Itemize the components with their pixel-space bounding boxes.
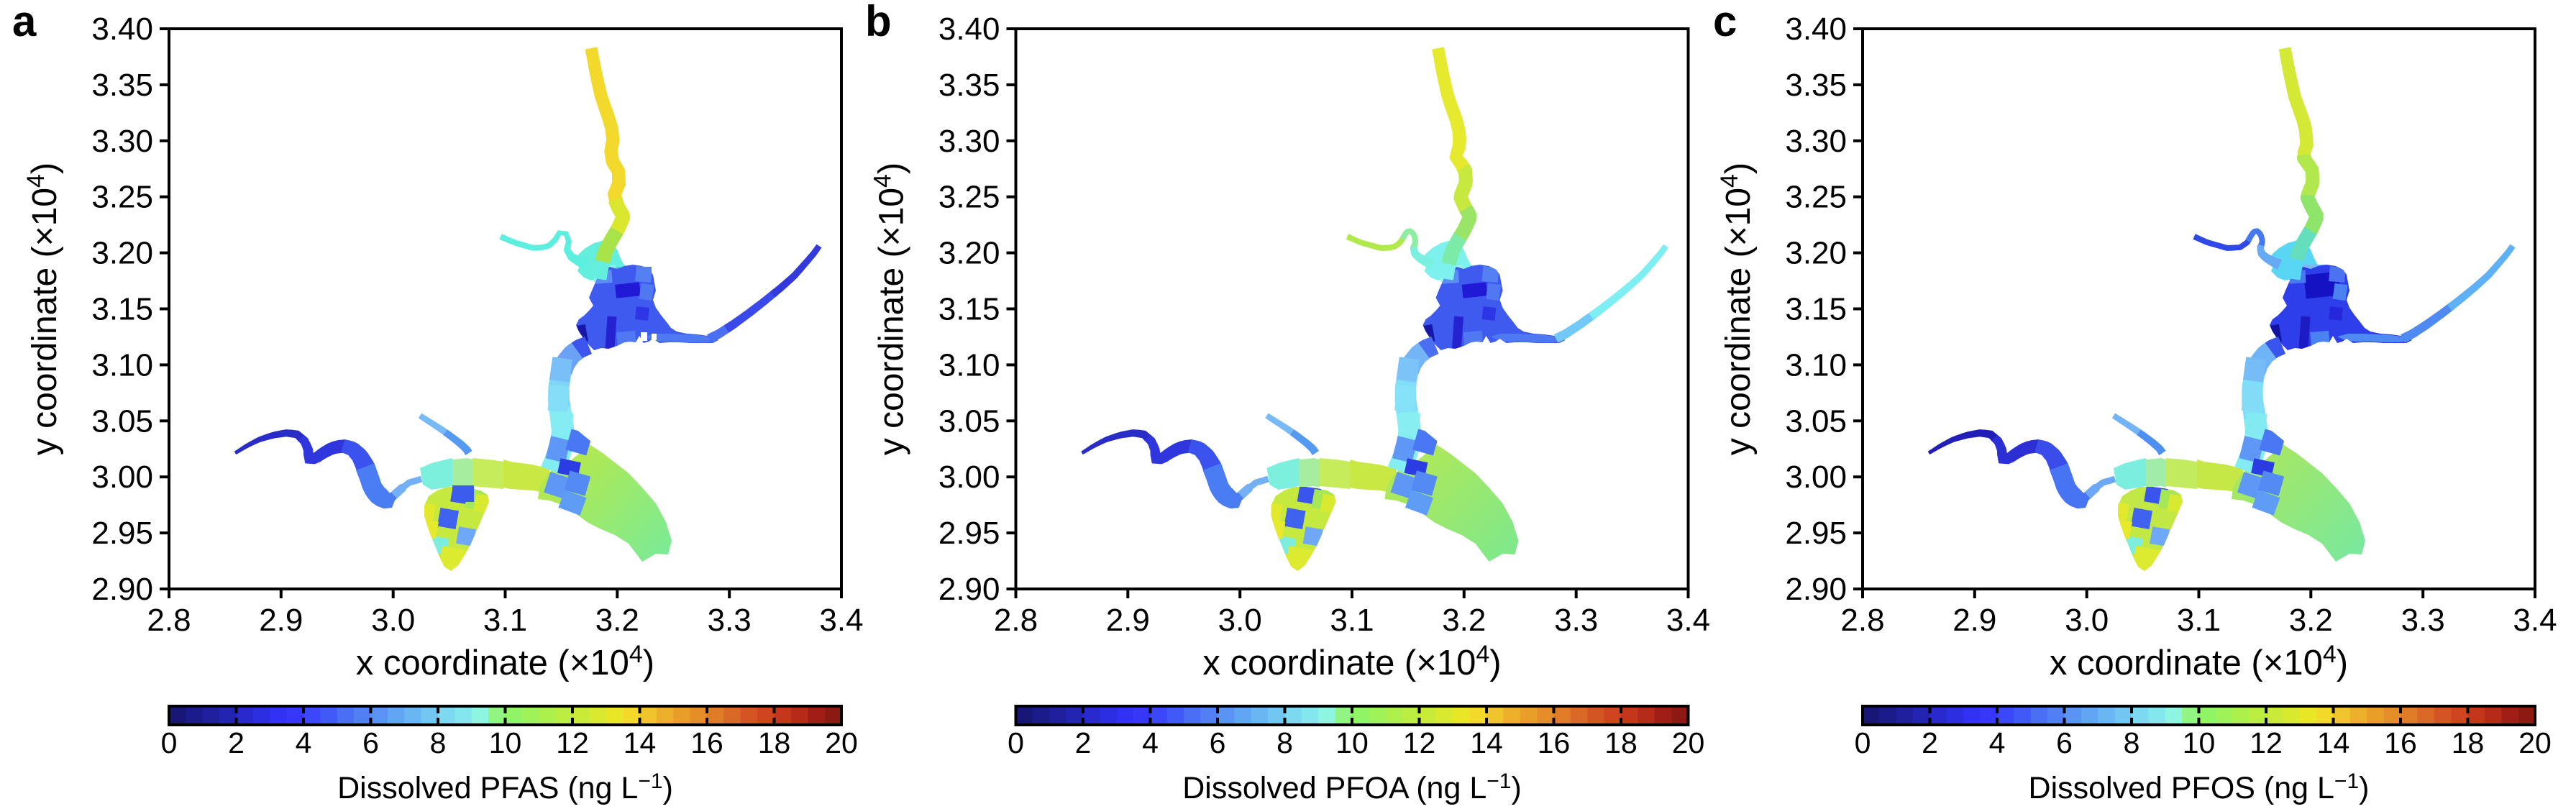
svg-text:3.4: 3.4 bbox=[2513, 603, 2557, 638]
svg-text:Dissolved PFOS (ng L−1): Dissolved PFOS (ng L−1) bbox=[2029, 769, 2370, 805]
svg-text:3.10: 3.10 bbox=[91, 347, 153, 383]
svg-text:20: 20 bbox=[1672, 726, 1705, 759]
svg-text:y coordinate (×104): y coordinate (×104) bbox=[1716, 163, 1758, 455]
svg-text:3.30: 3.30 bbox=[1785, 124, 1847, 159]
svg-text:3.05: 3.05 bbox=[91, 403, 153, 439]
svg-text:3.40: 3.40 bbox=[1785, 12, 1847, 47]
svg-text:y coordinate (×104): y coordinate (×104) bbox=[869, 163, 911, 455]
svg-text:3.00: 3.00 bbox=[91, 460, 153, 495]
svg-text:4: 4 bbox=[1142, 726, 1159, 759]
svg-text:6: 6 bbox=[1210, 726, 1226, 759]
svg-text:2.8: 2.8 bbox=[994, 603, 1038, 638]
svg-text:3.0: 3.0 bbox=[371, 603, 415, 638]
svg-text:x coordinate (×104): x coordinate (×104) bbox=[2050, 641, 2348, 682]
svg-text:b: b bbox=[865, 0, 892, 45]
svg-text:12: 12 bbox=[1403, 726, 1436, 759]
svg-text:3.3: 3.3 bbox=[2401, 603, 2445, 638]
svg-text:2: 2 bbox=[1075, 726, 1092, 759]
svg-text:3.15: 3.15 bbox=[91, 292, 153, 327]
svg-text:18: 18 bbox=[1604, 726, 1638, 759]
svg-text:16: 16 bbox=[690, 726, 723, 759]
svg-text:4: 4 bbox=[296, 726, 312, 759]
svg-text:3.1: 3.1 bbox=[1330, 603, 1374, 638]
svg-text:2.9: 2.9 bbox=[259, 603, 303, 638]
svg-text:x coordinate (×104): x coordinate (×104) bbox=[356, 641, 654, 682]
svg-text:3.2: 3.2 bbox=[595, 603, 639, 638]
svg-text:8: 8 bbox=[2124, 726, 2140, 759]
svg-text:3.0: 3.0 bbox=[2065, 603, 2109, 638]
svg-text:Dissolved PFAS (ng L−1): Dissolved PFAS (ng L−1) bbox=[337, 769, 673, 805]
svg-text:3.25: 3.25 bbox=[1785, 180, 1847, 215]
svg-text:3.0: 3.0 bbox=[1218, 603, 1262, 638]
svg-text:3.20: 3.20 bbox=[938, 236, 1000, 271]
svg-text:3.10: 3.10 bbox=[1785, 347, 1847, 383]
svg-text:2.90: 2.90 bbox=[1785, 572, 1847, 607]
svg-text:14: 14 bbox=[624, 726, 657, 759]
svg-text:3.25: 3.25 bbox=[91, 180, 153, 215]
svg-text:2: 2 bbox=[228, 726, 245, 759]
svg-text:c: c bbox=[1713, 0, 1737, 45]
svg-text:3.40: 3.40 bbox=[91, 12, 153, 47]
svg-text:3.25: 3.25 bbox=[938, 180, 1000, 215]
svg-text:10: 10 bbox=[489, 726, 522, 759]
svg-text:10: 10 bbox=[2183, 726, 2216, 759]
svg-text:3.40: 3.40 bbox=[938, 12, 1000, 47]
svg-text:2.8: 2.8 bbox=[1840, 603, 1884, 638]
svg-text:3.35: 3.35 bbox=[938, 68, 1000, 103]
svg-text:3.1: 3.1 bbox=[483, 603, 527, 638]
svg-text:16: 16 bbox=[2384, 726, 2417, 759]
svg-text:3.30: 3.30 bbox=[91, 124, 153, 159]
svg-text:20: 20 bbox=[825, 726, 858, 759]
svg-text:3.05: 3.05 bbox=[938, 403, 1000, 439]
svg-text:14: 14 bbox=[1470, 726, 1503, 759]
svg-text:10: 10 bbox=[1335, 726, 1369, 759]
svg-text:3.2: 3.2 bbox=[2289, 603, 2333, 638]
svg-text:x coordinate (×104): x coordinate (×104) bbox=[1202, 641, 1501, 682]
svg-text:3.30: 3.30 bbox=[938, 124, 1000, 159]
svg-text:3.00: 3.00 bbox=[1785, 460, 1847, 495]
svg-text:3.05: 3.05 bbox=[1785, 403, 1847, 439]
svg-text:3.4: 3.4 bbox=[819, 603, 863, 638]
svg-text:0: 0 bbox=[1855, 726, 1871, 759]
svg-text:a: a bbox=[12, 0, 37, 45]
svg-text:8: 8 bbox=[1276, 726, 1293, 759]
svg-text:2.9: 2.9 bbox=[1952, 603, 1996, 638]
svg-text:3.1: 3.1 bbox=[2177, 603, 2221, 638]
svg-text:6: 6 bbox=[2056, 726, 2073, 759]
svg-text:Dissolved PFOA (ng L−1): Dissolved PFOA (ng L−1) bbox=[1182, 769, 1522, 805]
svg-text:2.90: 2.90 bbox=[91, 572, 153, 607]
svg-text:2.95: 2.95 bbox=[91, 516, 153, 551]
svg-text:3.3: 3.3 bbox=[708, 603, 752, 638]
svg-text:18: 18 bbox=[2452, 726, 2485, 759]
svg-text:0: 0 bbox=[1008, 726, 1024, 759]
svg-text:3.00: 3.00 bbox=[938, 460, 1000, 495]
svg-text:6: 6 bbox=[362, 726, 379, 759]
svg-text:2.90: 2.90 bbox=[938, 572, 1000, 607]
svg-text:3.4: 3.4 bbox=[1666, 603, 1710, 638]
svg-text:2: 2 bbox=[1922, 726, 1938, 759]
svg-text:3.2: 3.2 bbox=[1442, 603, 1486, 638]
svg-text:2.8: 2.8 bbox=[147, 603, 191, 638]
svg-text:2.95: 2.95 bbox=[938, 516, 1000, 551]
svg-text:20: 20 bbox=[2518, 726, 2552, 759]
svg-text:y coordinate (×104): y coordinate (×104) bbox=[22, 163, 64, 455]
svg-text:18: 18 bbox=[758, 726, 791, 759]
svg-text:3.15: 3.15 bbox=[1785, 292, 1847, 327]
svg-text:16: 16 bbox=[1538, 726, 1571, 759]
svg-text:4: 4 bbox=[1989, 726, 2006, 759]
svg-text:3.20: 3.20 bbox=[91, 236, 153, 271]
svg-text:8: 8 bbox=[430, 726, 447, 759]
svg-text:12: 12 bbox=[2250, 726, 2283, 759]
svg-text:2.95: 2.95 bbox=[1785, 516, 1847, 551]
svg-text:3.15: 3.15 bbox=[938, 292, 1000, 327]
svg-text:3.35: 3.35 bbox=[1785, 68, 1847, 103]
svg-text:3.3: 3.3 bbox=[1554, 603, 1598, 638]
svg-text:3.10: 3.10 bbox=[938, 347, 1000, 383]
svg-text:14: 14 bbox=[2317, 726, 2350, 759]
svg-text:2.9: 2.9 bbox=[1106, 603, 1150, 638]
svg-text:3.20: 3.20 bbox=[1785, 236, 1847, 271]
svg-text:12: 12 bbox=[556, 726, 589, 759]
svg-text:3.35: 3.35 bbox=[91, 68, 153, 103]
svg-text:0: 0 bbox=[161, 726, 178, 759]
